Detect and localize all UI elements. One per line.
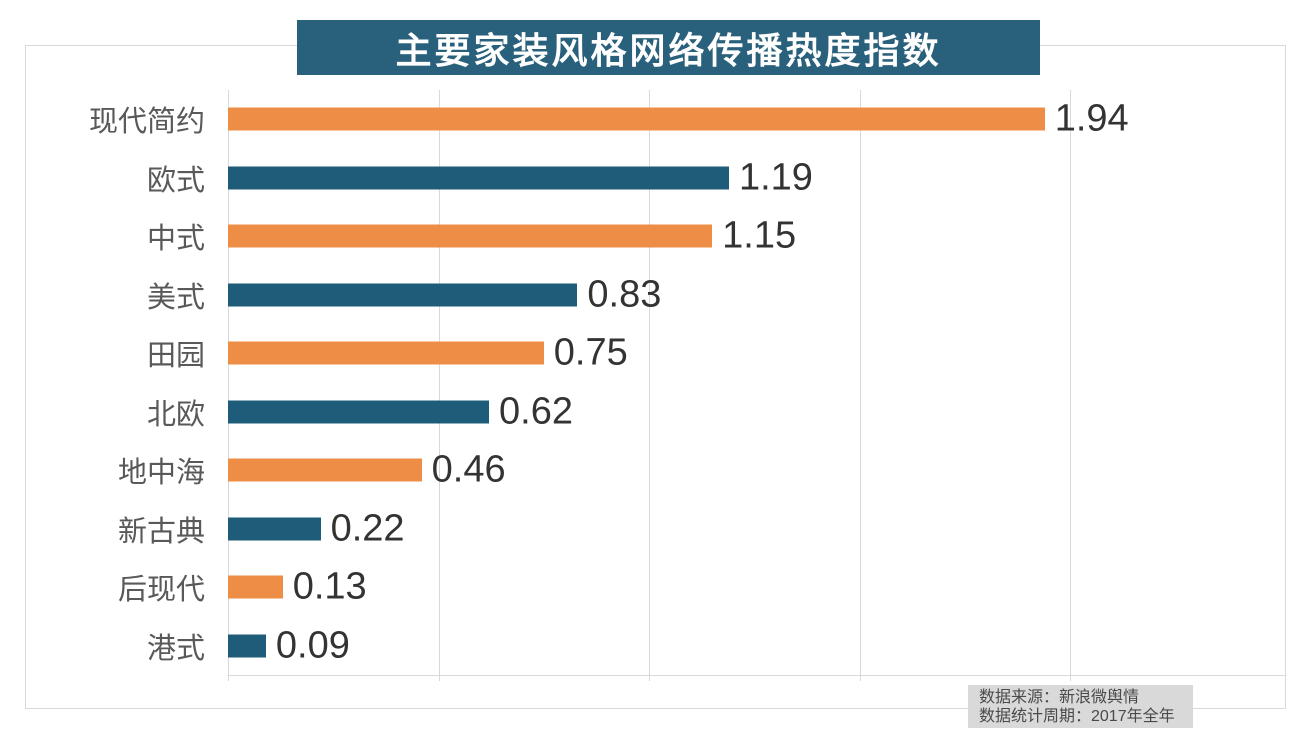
bar xyxy=(228,166,729,190)
value-label: 0.46 xyxy=(431,448,506,491)
gridline xyxy=(859,90,861,681)
chart-title-box: 主要家装风格网络传播热度指数 xyxy=(297,20,1040,75)
bar-row: 田园 0.75 xyxy=(0,324,1308,383)
category-label: 北欧 xyxy=(146,398,205,431)
bar-row: 现代简约 1.94 xyxy=(0,90,1308,149)
chart-title: 主要家装风格网络传播热度指数 xyxy=(395,29,942,71)
x-axis-line xyxy=(228,675,1286,676)
bar xyxy=(228,400,490,424)
category-label: 中式 xyxy=(146,223,205,256)
category-label: 港式 xyxy=(146,632,205,665)
value-label: 1.19 xyxy=(738,156,813,199)
data-source-line2: 数据统计周期：2017年全年 xyxy=(979,708,1175,725)
category-label: 地中海 xyxy=(117,457,205,490)
value-label: 0.75 xyxy=(553,331,628,374)
bar xyxy=(228,107,1045,131)
bar xyxy=(228,283,578,307)
value-label: 1.15 xyxy=(722,214,797,257)
category-label: 田园 xyxy=(146,340,205,373)
bar-row: 港式 0.09 xyxy=(0,617,1308,676)
bar-row: 新古典 0.22 xyxy=(0,500,1308,559)
category-label: 新古典 xyxy=(117,515,205,548)
bar xyxy=(228,341,544,365)
category-label: 现代简约 xyxy=(88,106,205,139)
y-axis-line xyxy=(228,90,229,681)
bar-row: 后现代 0.13 xyxy=(0,558,1308,617)
category-label: 后现代 xyxy=(117,574,205,607)
value-label: 0.13 xyxy=(292,565,367,608)
gridline xyxy=(649,90,650,681)
value-label: 0.22 xyxy=(330,507,405,550)
category-label: 欧式 xyxy=(146,164,205,197)
value-label: 0.62 xyxy=(499,390,573,433)
value-label: 1.94 xyxy=(1054,97,1129,140)
bar xyxy=(228,634,266,658)
bar xyxy=(228,458,422,482)
category-label: 美式 xyxy=(146,281,205,314)
bar-row: 地中海 0.46 xyxy=(0,441,1308,500)
bar-row: 中式 1.15 xyxy=(0,207,1308,266)
gridline xyxy=(1070,90,1071,681)
data-source-box: 数据来源：新浪微舆情 数据统计周期：2017年全年 xyxy=(968,685,1193,728)
value-label: 0.09 xyxy=(275,624,350,667)
value-label: 0.83 xyxy=(587,273,662,316)
gridline xyxy=(438,90,440,681)
bar-row: 欧式 1.19 xyxy=(0,149,1308,208)
bar xyxy=(228,575,283,599)
bar xyxy=(228,517,321,541)
bar-row: 美式 0.83 xyxy=(0,266,1308,325)
data-source-line1: 数据来源：新浪微舆情 xyxy=(979,689,1140,706)
plot-area: 现代简约 1.94 欧式 1.19 中式 1.15 美式 0.83 田园 0.75 北欧 0.62 地中… xyxy=(0,90,1308,681)
bar xyxy=(228,224,713,248)
bar-row: 北欧 0.62 xyxy=(0,383,1308,442)
